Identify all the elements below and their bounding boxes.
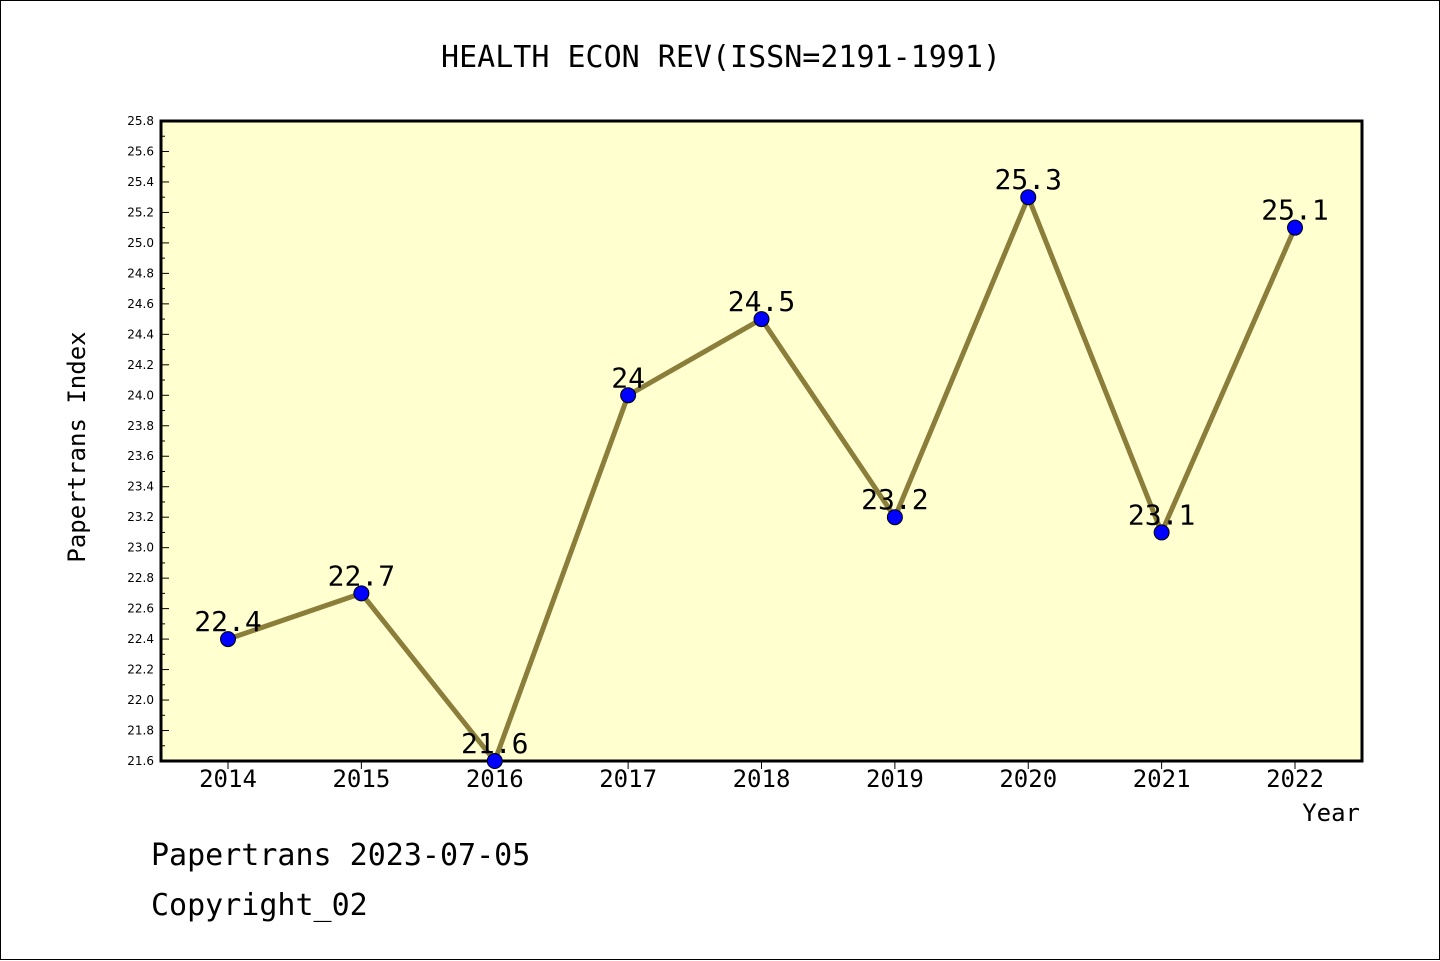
- y-tick-label: 25.2: [127, 205, 154, 219]
- y-tick-label: 22.4: [127, 632, 154, 646]
- data-label: 22.7: [328, 559, 395, 592]
- x-tick-label: 2021: [1133, 765, 1191, 793]
- data-label: 25.3: [995, 163, 1062, 196]
- x-tick-label: 2020: [999, 765, 1057, 793]
- y-tick-label: 22.8: [127, 571, 154, 585]
- x-tick-label: 2014: [199, 765, 257, 793]
- y-tick-label: 24.2: [127, 358, 154, 372]
- data-label: 24: [611, 361, 645, 394]
- y-tick-label: 23.0: [127, 541, 154, 555]
- data-label: 22.4: [194, 605, 261, 638]
- footer-copyright: Copyright_02: [151, 888, 368, 923]
- x-axis: 2014 2015 2016 2017 2018 2019 2020 2021 2022: [199, 761, 1324, 793]
- series-line-group: [220, 189, 1303, 769]
- y-tick-label: 23.4: [127, 480, 154, 494]
- y-tick-label: 25.0: [127, 236, 154, 250]
- y-tick-label: 24.6: [127, 297, 154, 311]
- y-tick-label: 24.4: [127, 327, 154, 341]
- x-tick-label: 2022: [1266, 765, 1324, 793]
- y-axis-label: Papertrans Index: [63, 331, 91, 562]
- data-point: [1020, 189, 1037, 206]
- data-point: [753, 311, 770, 328]
- data-point: [486, 753, 503, 769]
- data-point: [353, 585, 370, 602]
- data-label: 23.2: [861, 483, 928, 516]
- y-tick-label: 25.8: [127, 114, 154, 128]
- footer-date: Papertrans 2023-07-05: [151, 838, 530, 873]
- y-tick-label: 24.0: [127, 388, 154, 402]
- y-axis: 21.6 21.8 22.0 22.2 22.4 22.6 22.8 23.0 23.2 23.4…: [127, 114, 169, 768]
- data-labels: 22.4 22.7 21.6 24 24.5 23.2 25.3 23.1 25.1: [194, 163, 1328, 760]
- x-tick-label: 2017: [599, 765, 657, 793]
- data-label: 21.6: [461, 727, 528, 760]
- x-tick-label: 2016: [466, 765, 524, 793]
- plot-area: [159, 119, 1364, 763]
- data-label: 23.1: [1128, 498, 1195, 531]
- chart-title: HEALTH ECON REV(ISSN=2191-1991): [441, 40, 1001, 75]
- y-tick-label: 22.6: [127, 602, 154, 616]
- data-label: 25.1: [1261, 194, 1328, 227]
- data-point: [886, 509, 903, 526]
- x-tick-label: 2015: [332, 765, 390, 793]
- data-point: [1153, 524, 1170, 541]
- x-tick-label: 2019: [866, 765, 924, 793]
- y-tick-label: 23.8: [127, 419, 154, 433]
- y-tick-label: 24.8: [127, 266, 154, 280]
- data-point: [1287, 219, 1303, 236]
- y-tick-label: 22.0: [127, 693, 154, 707]
- y-tick-label: 21.8: [127, 724, 154, 738]
- y-tick-label: 25.6: [127, 144, 154, 158]
- x-tick-label: 2018: [733, 765, 791, 793]
- y-tick-label: 22.2: [127, 663, 154, 677]
- y-tick-label: 21.6: [127, 754, 154, 768]
- y-tick-label: 23.6: [127, 449, 154, 463]
- data-label: 24.5: [728, 285, 795, 318]
- x-axis-label: Year: [1302, 799, 1360, 827]
- y-tick-label: 23.2: [127, 510, 154, 524]
- y-tick-label: 25.4: [127, 175, 154, 189]
- data-point: [220, 631, 236, 648]
- data-point: [620, 387, 637, 404]
